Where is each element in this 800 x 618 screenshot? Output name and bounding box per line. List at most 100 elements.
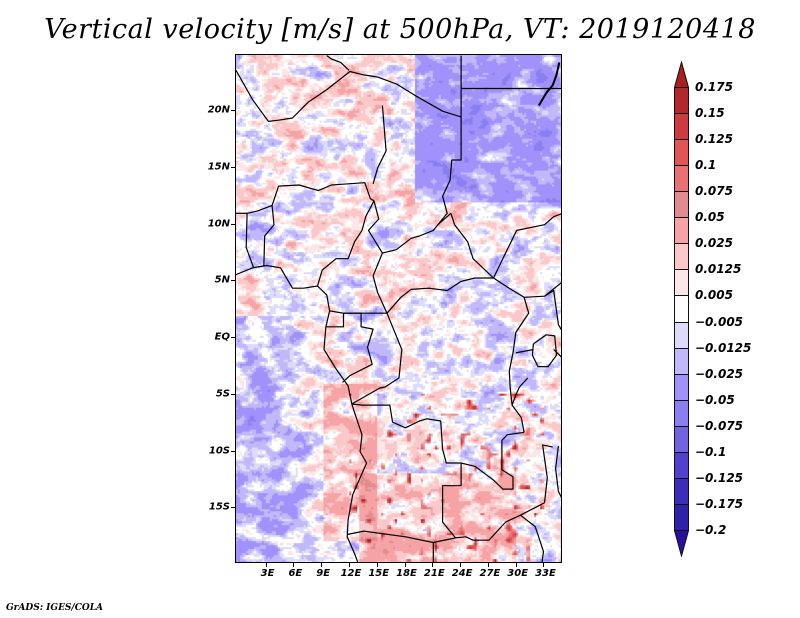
- grads-credit: GrADS: IGES/COLA: [6, 603, 104, 613]
- colorbar-level-label: −0.2: [695, 523, 727, 538]
- colorbar-bin: [674, 243, 689, 271]
- boundary-line: [553, 349, 561, 358]
- x-tick-mark: [487, 563, 489, 567]
- map-plot-area: [235, 54, 562, 563]
- colorbar-level-label: −0.0125: [695, 340, 752, 355]
- x-tick-mark: [432, 563, 434, 567]
- x-tick-mark: [404, 563, 406, 567]
- boundary-line: [382, 212, 452, 254]
- colorbar-level-label: −0.175: [695, 496, 744, 511]
- colorbar-bin: [674, 269, 689, 297]
- y-tick-label: 10S: [208, 445, 230, 457]
- boundary-line: [351, 403, 462, 486]
- y-tick-mark: [231, 507, 235, 509]
- boundary-line: [508, 297, 530, 433]
- y-tick-mark: [231, 337, 235, 339]
- boundary-line: [492, 213, 561, 279]
- y-tick-label: 10N: [207, 218, 230, 230]
- boundary-line: [386, 277, 525, 314]
- boundary-line: [326, 55, 350, 71]
- colorbar-level-label: 0.025: [695, 236, 733, 251]
- x-tick-label: 27E: [479, 568, 501, 579]
- boundary-line: [325, 313, 345, 328]
- x-tick-mark: [543, 563, 545, 567]
- country-boundaries: [236, 55, 561, 562]
- boundary-line: [277, 70, 378, 121]
- boundary-line: [442, 485, 474, 541]
- x-tick-mark: [265, 563, 267, 567]
- boundary-line: [316, 200, 375, 287]
- colorbar-level-label: −0.005: [695, 314, 744, 329]
- colorbar-level-label: 0.0125: [695, 262, 742, 277]
- boundary-line: [473, 502, 545, 541]
- boundary-line: [347, 530, 456, 544]
- x-tick-label: 15E: [368, 568, 390, 579]
- x-tick-label: 33E: [535, 568, 556, 579]
- colorbar-bin: [674, 425, 689, 453]
- vertical-velocity-field: [236, 55, 561, 562]
- colorbar-extend-max-triangle: [674, 61, 689, 88]
- y-tick-label: 5N: [214, 274, 230, 286]
- x-tick-label: 18E: [396, 568, 417, 579]
- x-tick-mark: [348, 563, 350, 567]
- boundary-line: [342, 312, 374, 383]
- colorbar-bin: [674, 295, 689, 323]
- colorbar-bin: [674, 217, 689, 245]
- y-tick-label: 20N: [207, 104, 230, 116]
- colorbar-level-label: −0.125: [695, 470, 744, 485]
- boundary-line: [524, 289, 561, 331]
- y-tick-mark: [231, 393, 235, 395]
- x-tick-mark: [515, 563, 517, 567]
- boundary-line: [372, 105, 387, 184]
- boundary-line: [271, 182, 375, 206]
- boundary-line: [245, 213, 255, 269]
- colorbar-level-label: 0.1: [695, 158, 717, 173]
- coastline-red-sea: [538, 62, 561, 107]
- colorbar-level-label: 0.15: [695, 106, 725, 121]
- boundary-line: [236, 264, 368, 562]
- x-tick-label: 3E: [260, 568, 275, 579]
- boundary-line: [246, 204, 275, 267]
- colorbar-level-label: 0.125: [695, 132, 733, 147]
- y-tick-mark: [231, 166, 235, 168]
- chart-title: Vertical velocity [m/s] at 500hPa, VT: 2…: [44, 14, 756, 45]
- boundary-line: [555, 445, 561, 498]
- boundary-line: [515, 348, 534, 354]
- colorbar-bin: [674, 477, 689, 505]
- boundary-line: [377, 76, 462, 118]
- y-tick-mark: [231, 223, 235, 225]
- boundary-line: [450, 213, 494, 279]
- boundary-line: [367, 200, 388, 314]
- colorbar-bin: [674, 87, 689, 115]
- colorbar-bin: [674, 347, 689, 375]
- colorbar-level-label: 0.175: [695, 80, 733, 94]
- boundary-line: [542, 444, 553, 503]
- colorbar-level-label: 0.075: [695, 184, 733, 199]
- y-tick-label: EQ: [214, 331, 230, 343]
- x-tick-mark: [460, 563, 462, 567]
- colorbar-bin: [674, 451, 689, 479]
- y-tick-label: 5S: [215, 388, 230, 400]
- colorbar-level-label: 0.005: [695, 288, 733, 303]
- boundary-line: [236, 70, 278, 123]
- colorbar-bin: [674, 113, 689, 141]
- boundary-line: [351, 312, 403, 405]
- y-tick-mark: [231, 280, 235, 282]
- x-tick-label: 9E: [316, 568, 331, 579]
- boundary-line: [520, 514, 545, 562]
- y-tick-label: 15S: [208, 501, 230, 513]
- x-tick-mark: [376, 563, 378, 567]
- colorbar-bin: [674, 321, 689, 349]
- boundary-line: [437, 116, 462, 226]
- y-tick-mark: [231, 110, 235, 112]
- x-tick-label: 30E: [507, 568, 529, 579]
- colorbar-level-label: −0.1: [695, 444, 727, 459]
- boundary-line: [511, 377, 529, 406]
- colorbar-level-label: −0.025: [695, 366, 744, 381]
- colorbar-level-label: −0.05: [695, 392, 735, 407]
- x-tick-label: 6E: [288, 568, 303, 579]
- y-tick-label: 15N: [207, 161, 230, 173]
- x-tick-label: 21E: [423, 568, 445, 579]
- colorbar-bin: [674, 503, 689, 531]
- colorbar-bin: [674, 399, 689, 427]
